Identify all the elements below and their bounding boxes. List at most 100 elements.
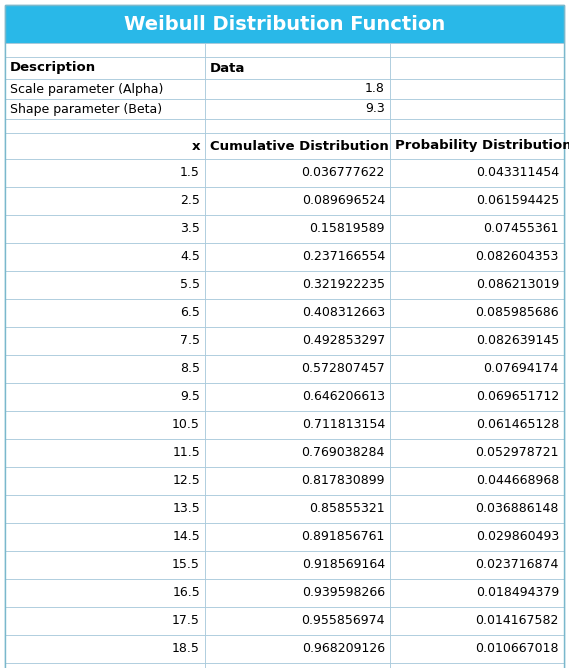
Bar [390, 355, 564, 383]
Bar [205, 119, 390, 133]
Bar [205, 551, 390, 579]
Bar [5, 411, 205, 439]
Text: 0.492853297: 0.492853297 [302, 335, 385, 347]
Text: 0.010667018: 0.010667018 [476, 643, 559, 655]
Text: 7.5: 7.5 [180, 335, 200, 347]
Bar [390, 271, 564, 299]
Bar [205, 579, 390, 607]
Bar [205, 523, 390, 551]
Bar [205, 43, 390, 57]
Bar [205, 663, 390, 668]
Bar [5, 495, 205, 523]
Bar [205, 57, 390, 79]
Bar [5, 551, 205, 579]
Text: Description: Description [10, 61, 96, 75]
Text: 0.052978721: 0.052978721 [476, 446, 559, 460]
Text: 17.5: 17.5 [172, 615, 200, 627]
Text: Shape parameter (Beta): Shape parameter (Beta) [10, 102, 162, 116]
Bar [390, 495, 564, 523]
Text: Probability Distribution: Probability Distribution [395, 140, 569, 152]
Text: 18.5: 18.5 [172, 643, 200, 655]
Bar [205, 99, 390, 119]
Bar [5, 635, 205, 663]
Bar [205, 467, 390, 495]
Text: 0.082639145: 0.082639145 [476, 335, 559, 347]
Text: 0.968209126: 0.968209126 [302, 643, 385, 655]
Bar [5, 243, 205, 271]
Text: 0.085985686: 0.085985686 [475, 307, 559, 319]
Bar [5, 133, 205, 159]
Bar [205, 355, 390, 383]
Text: 11.5: 11.5 [172, 446, 200, 460]
Bar [5, 327, 205, 355]
Bar [5, 271, 205, 299]
Bar [205, 243, 390, 271]
Bar [390, 133, 564, 159]
Bar [5, 57, 205, 79]
Bar [205, 411, 390, 439]
Text: 2.5: 2.5 [180, 194, 200, 208]
Text: 0.769038284: 0.769038284 [302, 446, 385, 460]
Bar [205, 607, 390, 635]
Text: 0.014167582: 0.014167582 [476, 615, 559, 627]
Text: 9.3: 9.3 [365, 102, 385, 116]
Bar [390, 383, 564, 411]
Bar [205, 635, 390, 663]
Bar [390, 159, 564, 187]
Bar [5, 523, 205, 551]
Text: 0.089696524: 0.089696524 [302, 194, 385, 208]
Text: 0.086213019: 0.086213019 [476, 279, 559, 291]
Bar [205, 439, 390, 467]
Text: 0.918569164: 0.918569164 [302, 558, 385, 572]
Text: 0.044668968: 0.044668968 [476, 474, 559, 488]
Bar [390, 663, 564, 668]
Text: 0.817830899: 0.817830899 [302, 474, 385, 488]
Bar [390, 551, 564, 579]
Bar [390, 119, 564, 133]
Text: 8.5: 8.5 [180, 363, 200, 375]
Text: 0.043311454: 0.043311454 [476, 166, 559, 180]
Bar [5, 43, 205, 57]
Bar [390, 411, 564, 439]
Bar [5, 439, 205, 467]
Bar [390, 79, 564, 99]
Bar [5, 467, 205, 495]
Text: 0.646206613: 0.646206613 [302, 391, 385, 403]
Bar [205, 271, 390, 299]
Text: Cumulative Distribution: Cumulative Distribution [210, 140, 389, 152]
Bar [205, 215, 390, 243]
Text: 3.5: 3.5 [180, 222, 200, 236]
Text: x: x [192, 140, 200, 152]
Bar [390, 607, 564, 635]
Text: 15.5: 15.5 [172, 558, 200, 572]
Text: Weibull Distribution Function: Weibull Distribution Function [124, 15, 445, 33]
Text: 0.061594425: 0.061594425 [476, 194, 559, 208]
Bar [5, 99, 205, 119]
Bar [390, 243, 564, 271]
Bar [390, 579, 564, 607]
Bar [5, 579, 205, 607]
Text: 0.891856761: 0.891856761 [302, 530, 385, 544]
Bar [390, 523, 564, 551]
Text: 0.07455361: 0.07455361 [484, 222, 559, 236]
Text: Data: Data [210, 61, 245, 75]
Bar [5, 119, 205, 133]
Text: 1.8: 1.8 [365, 83, 385, 96]
Text: 16.5: 16.5 [172, 587, 200, 599]
Bar [390, 215, 564, 243]
Text: 0.036886148: 0.036886148 [476, 502, 559, 516]
Text: 1.5: 1.5 [180, 166, 200, 180]
Bar [205, 133, 390, 159]
Bar [390, 99, 564, 119]
Text: 0.029860493: 0.029860493 [476, 530, 559, 544]
Bar [205, 159, 390, 187]
Bar [390, 299, 564, 327]
Bar [5, 383, 205, 411]
Bar [205, 79, 390, 99]
Bar [390, 43, 564, 57]
Text: 0.082604353: 0.082604353 [476, 250, 559, 263]
Bar [5, 79, 205, 99]
Text: 14.5: 14.5 [172, 530, 200, 544]
Text: 4.5: 4.5 [180, 250, 200, 263]
Text: 9.5: 9.5 [180, 391, 200, 403]
